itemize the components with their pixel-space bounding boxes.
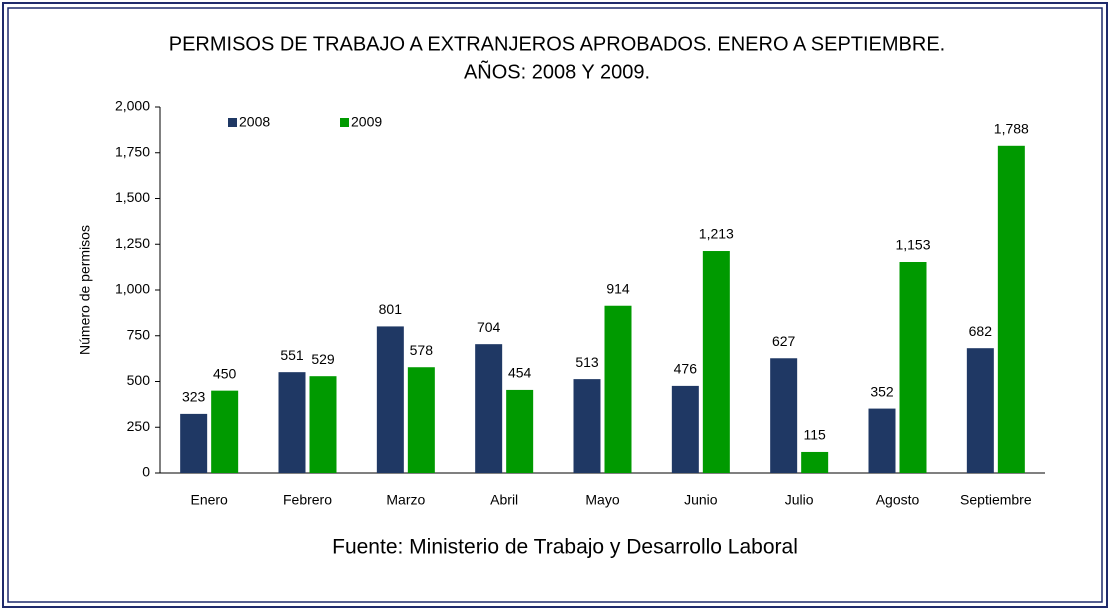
data-label: 352 (870, 383, 894, 399)
x-tick-label: Abril (490, 492, 518, 508)
y-tick-label: 750 (127, 326, 151, 342)
legend-swatch (340, 118, 349, 127)
y-tick-label: 500 (127, 372, 151, 388)
x-tick-label: Septiembre (960, 492, 1032, 508)
bar (868, 408, 896, 473)
y-tick-label: 0 (142, 464, 150, 480)
data-label: 450 (213, 365, 237, 381)
data-label: 529 (311, 351, 335, 367)
bar (376, 326, 404, 473)
bar (604, 305, 632, 473)
bar (278, 372, 306, 473)
data-label: 914 (606, 280, 630, 296)
inner-border (7, 7, 1103, 603)
data-label: 578 (410, 342, 434, 358)
data-label: 801 (379, 301, 403, 317)
chart-title: PERMISOS DE TRABAJO A EXTRANJEROS APROBA… (169, 33, 946, 55)
data-label: 627 (772, 333, 796, 349)
data-label: 513 (575, 354, 599, 370)
bar (475, 344, 503, 473)
bar (770, 358, 798, 473)
bar (573, 379, 601, 473)
bar (801, 451, 829, 473)
data-label: 115 (804, 427, 827, 443)
bar (506, 389, 534, 473)
x-tick-label: Julio (785, 492, 814, 508)
data-label: 704 (477, 319, 501, 335)
legend-label: 2009 (351, 114, 382, 130)
legend-label: 2008 (239, 114, 270, 130)
x-tick-label: Marzo (386, 492, 425, 508)
y-tick-label: 1,000 (115, 281, 150, 297)
y-tick-label: 1,250 (115, 235, 150, 251)
data-label: 1,153 (895, 237, 930, 253)
source-note: Fuente: Ministerio de Trabajo y Desarrol… (332, 536, 798, 559)
bar (309, 376, 337, 473)
x-tick-label: Agosto (876, 492, 920, 508)
y-axis-label: Número de permisos (77, 225, 93, 355)
legend-swatch (228, 118, 237, 127)
data-label: 454 (508, 365, 532, 381)
bar (899, 262, 927, 473)
bar (211, 390, 239, 473)
y-tick-label: 2,000 (115, 98, 150, 114)
data-label: 551 (280, 347, 304, 363)
y-tick-label: 250 (127, 418, 151, 434)
bar (671, 385, 699, 473)
bar (407, 367, 435, 473)
data-label: 323 (182, 389, 206, 405)
y-tick-label: 1,750 (115, 143, 150, 159)
bar (702, 251, 730, 473)
bar (180, 413, 208, 473)
y-tick-label: 1,500 (115, 189, 150, 205)
x-tick-label: Enero (190, 492, 228, 508)
data-label: 1,213 (699, 226, 734, 242)
data-label: 682 (969, 323, 993, 339)
bar (966, 348, 994, 473)
chart-subtitle: AÑOS: 2008 Y 2009. (464, 59, 650, 83)
x-tick-label: Mayo (585, 492, 619, 508)
x-tick-label: Febrero (283, 492, 332, 508)
bar (997, 145, 1025, 473)
data-label: 1,788 (994, 120, 1029, 136)
data-label: 476 (674, 361, 698, 377)
x-tick-label: Junio (684, 492, 718, 508)
